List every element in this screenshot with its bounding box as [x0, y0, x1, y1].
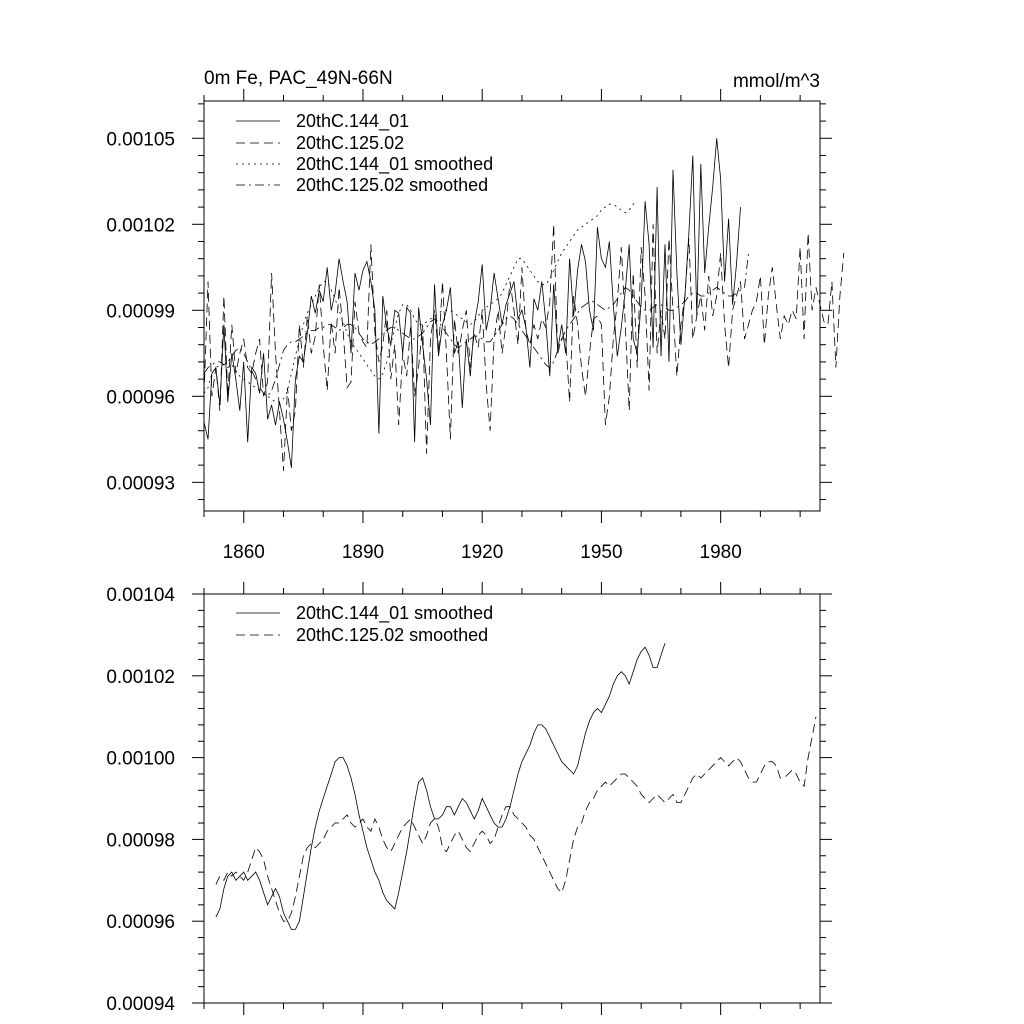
- y-tick-label: 0.00102: [106, 667, 175, 688]
- units-label: mmol/m^3: [733, 71, 820, 92]
- top-legend: 20thC.144_01 20thC.125.02 20thC.144_01 s…: [236, 111, 493, 195]
- legend-label: 20thC.125.02: [296, 133, 404, 153]
- y-tick-label: 0.00093: [106, 473, 175, 494]
- y-tick-label: 0.00102: [106, 215, 175, 236]
- chart-title: 0m Fe, PAC_49N-66N: [204, 68, 393, 89]
- x-tick-label: 1890: [342, 542, 384, 563]
- x-tick-label: 1860: [223, 542, 265, 563]
- top-plot-frame: [203, 100, 821, 512]
- y-tick-label: 0.00104: [106, 585, 175, 606]
- bottom-series-lines: [215, 642, 817, 930]
- legend-label: 20thC.144_01 smoothed: [296, 154, 493, 175]
- legend-label: 20thC.144_01 smoothed: [296, 603, 493, 624]
- bottom-plot-frame: [203, 593, 821, 1004]
- y-tick-label: 0.00099: [106, 301, 175, 322]
- legend-label: 20thC.144_01: [296, 111, 409, 132]
- y-tick-label: 0.00096: [106, 387, 175, 408]
- y-tick-label: 0.00098: [106, 830, 175, 851]
- series-line-4: [203, 252, 749, 397]
- top-chart: 0m Fe, PAC_49N-66N mmol/m^3 0.000930.000…: [106, 68, 845, 563]
- top-axis-ticks: 0.00093 0.00096 0.00099 0.00102 0.00105 1860 1…: [106, 89, 832, 563]
- series-line-1: [215, 642, 666, 930]
- bottom-chart: 0.00094 0.00096 0.00098 0.00100 0.00102 0.001…: [106, 582, 832, 1015]
- x-tick-label: 1980: [700, 542, 742, 563]
- legend-label: 20thC.125.02 smoothed: [296, 625, 488, 645]
- x-tick-label: 1920: [461, 542, 503, 563]
- legend-label: 20thC.125.02 smoothed: [296, 175, 488, 195]
- series-line-2: [203, 224, 845, 471]
- top-series-lines: [203, 138, 845, 471]
- x-tick-label: 1950: [580, 542, 622, 563]
- series-line-2: [215, 716, 817, 922]
- y-tick-label: 0.00096: [106, 912, 175, 933]
- bottom-axis-ticks: 0.00094 0.00096 0.00098 0.00100 0.00102 0.001…: [106, 582, 832, 1015]
- y-tick-label: 0.00105: [106, 129, 175, 150]
- y-tick-label: 0.00100: [106, 749, 175, 770]
- bottom-legend: 20thC.144_01 smoothed 20thC.125.02 smoot…: [236, 603, 493, 645]
- series-line-3: [203, 200, 638, 403]
- y-tick-label: 0.00094: [106, 994, 175, 1015]
